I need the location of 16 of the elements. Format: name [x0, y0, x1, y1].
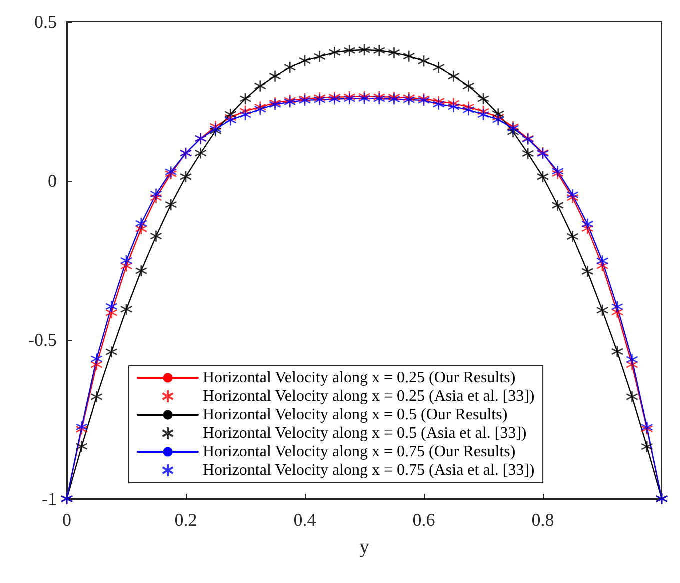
x-axis-title: y: [360, 536, 370, 558]
legend-label: Horizontal Velocity along x = 0.25 (Asia et al. [33]): [203, 388, 535, 405]
x-tick-label: 0.4: [294, 510, 316, 530]
y-tick-label: 0: [48, 171, 57, 191]
legend-label: Horizontal Velocity along x = 0.75 (Asia et al. [33]): [203, 462, 535, 479]
x-tick-label: 0.8: [532, 510, 554, 530]
legend-label: Horizontal Velocity along x = 0.5 (Asia et al. [33]): [203, 425, 527, 442]
legend-label: Horizontal Velocity along x = 0.75 (Our Results): [203, 444, 516, 460]
x-tick-label: 0.6: [412, 510, 436, 530]
y-tick-label: -1: [42, 489, 57, 509]
x-tick-label: 0.2: [174, 510, 198, 530]
legend-label: Horizontal Velocity along x = 0.25 (Our Results): [203, 370, 516, 386]
y-tick-label: 0.5: [34, 12, 57, 32]
x-tick-label: 0: [62, 510, 72, 530]
legend-label: Horizontal Velocity along x = 0.5 (Our Results): [203, 406, 508, 424]
y-tick-label: -0.5: [28, 330, 57, 350]
